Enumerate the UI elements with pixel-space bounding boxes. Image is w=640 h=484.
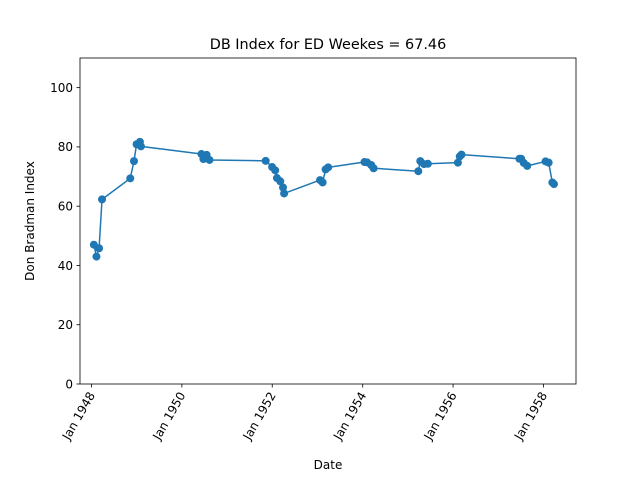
data-point	[423, 159, 432, 168]
data-point	[369, 164, 378, 173]
y-tick-label: 80	[58, 140, 73, 154]
y-tick-label: 60	[58, 199, 73, 213]
data-point	[523, 161, 532, 170]
data-point	[279, 183, 288, 192]
y-axis-label: Don Bradman Index	[23, 161, 37, 281]
y-tick-label: 0	[65, 377, 73, 391]
data-point	[136, 142, 145, 151]
y-tick-label: 40	[58, 259, 73, 273]
data-series	[89, 137, 558, 261]
data-point	[544, 158, 553, 167]
data-point	[95, 244, 104, 253]
data-point	[129, 157, 138, 166]
data-point	[318, 178, 327, 187]
y-tick-label: 20	[58, 318, 73, 332]
data-point	[280, 189, 289, 198]
data-point	[276, 177, 285, 186]
data-point	[98, 195, 107, 204]
y-axis-ticks: 0 20 40 60 80 100	[50, 81, 80, 391]
data-point	[271, 166, 280, 175]
data-point	[414, 167, 423, 176]
data-point	[549, 180, 558, 189]
data-point	[126, 174, 135, 183]
data-point	[205, 155, 214, 164]
x-axis-label: Date	[314, 458, 343, 472]
plot-area-frame	[79, 57, 577, 385]
chart-title: DB Index for ED Weekes = 67.46	[210, 37, 447, 53]
data-point	[457, 150, 466, 159]
data-point	[261, 156, 270, 165]
data-point	[92, 252, 101, 261]
y-tick-label: 100	[50, 81, 73, 95]
data-point	[324, 163, 333, 172]
data-point	[453, 158, 462, 167]
